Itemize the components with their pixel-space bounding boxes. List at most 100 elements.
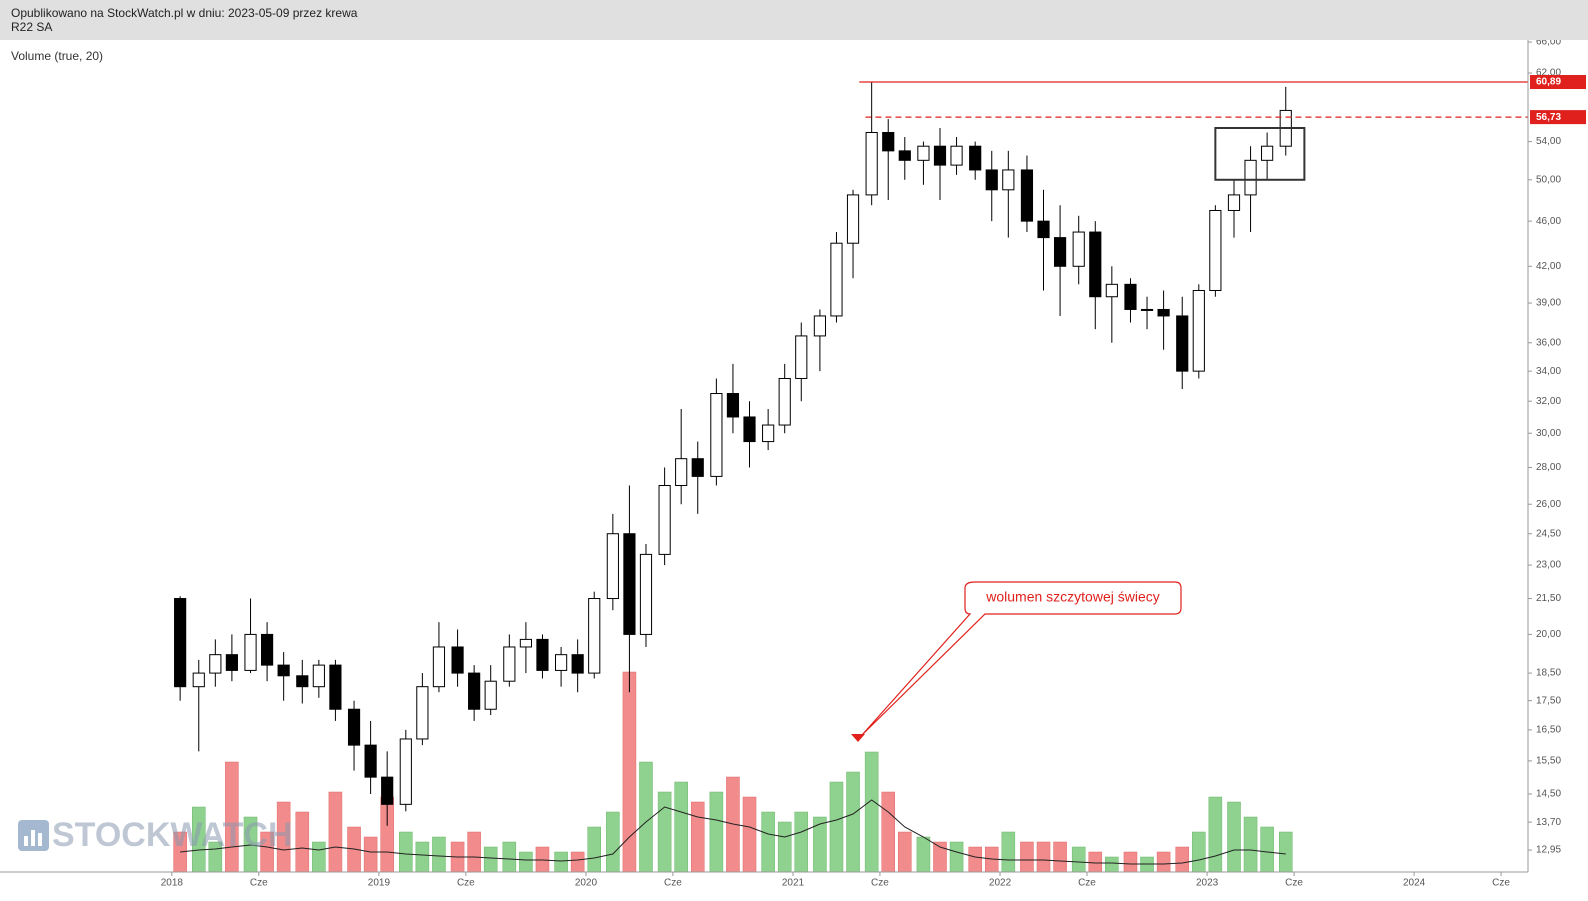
volume-bar: [328, 791, 343, 873]
volume-bar: [1208, 796, 1223, 873]
candle-body: [1192, 289, 1205, 372]
volume-ma-line: [180, 799, 1286, 865]
x-tick-label: Cze: [250, 878, 268, 889]
volume-bar: [606, 811, 620, 873]
candle-body: [1002, 169, 1015, 191]
volume-bar: [1105, 856, 1119, 873]
volume-bar: [295, 811, 310, 873]
watermark-icon-bar: [31, 830, 35, 846]
volume-bar: [312, 841, 326, 873]
candle-body: [1053, 237, 1067, 267]
y-tick-label: 14,50: [1536, 789, 1561, 800]
candle-body: [743, 416, 756, 443]
volume-bar: [399, 831, 413, 873]
volume-bar: [1001, 831, 1016, 873]
candle-body: [1089, 231, 1102, 298]
candle-body: [795, 335, 808, 379]
callout-pointer: [851, 734, 865, 742]
candle-body: [898, 150, 911, 161]
candle-body: [244, 633, 257, 671]
plot: [173, 81, 1528, 873]
level-label-bg: [1530, 110, 1586, 125]
published-line: Opublikowano na StockWatch.pl w dniu: 20…: [11, 6, 358, 20]
volume-bar: [363, 836, 378, 873]
candle-body: [1244, 159, 1257, 196]
y-tick-label: 50,00: [1536, 174, 1561, 185]
volume-bar: [813, 816, 827, 873]
chart: Volume (true, 20) STOCKWATCH wolumen szc…: [0, 40, 1586, 889]
candle-body: [1072, 231, 1085, 267]
candle-body: [451, 646, 464, 674]
x-tick-label: 2020: [575, 878, 598, 889]
callout-text: wolumen szczytowej świecy: [985, 589, 1160, 605]
candle-body: [1209, 209, 1222, 291]
y-tick-label: 42,00: [1536, 261, 1561, 272]
level-label: 56,73: [1536, 112, 1561, 123]
candle-body: [675, 458, 688, 487]
volume-bar: [502, 841, 517, 873]
volume-bar: [415, 841, 430, 873]
candle-body: [399, 738, 412, 805]
candle-body: [484, 680, 497, 710]
x-tick-label: Cze: [664, 878, 682, 889]
x-tick-label: 2019: [368, 878, 391, 889]
candle-body: [329, 664, 342, 710]
header: Opublikowano na StockWatch.pl w dniu: 20…: [0, 0, 1588, 40]
volume-bar: [483, 846, 498, 873]
candle-body: [588, 598, 601, 674]
x-tick-label: 2022: [989, 878, 1012, 889]
volume-bar: [761, 811, 775, 873]
level-label-bg: [1530, 75, 1586, 90]
volume-bar: [864, 751, 879, 873]
candle-body: [225, 654, 238, 671]
candle-body: [762, 424, 775, 443]
candle-body: [639, 553, 653, 635]
volume-bar: [1156, 851, 1171, 873]
volume-bar: [587, 826, 601, 873]
volume-bar: [709, 791, 724, 873]
candle-body: [260, 633, 274, 666]
volume-bar: [1088, 851, 1103, 873]
x-tick-label: Cze: [1285, 878, 1303, 889]
candle-body: [865, 131, 878, 196]
candle-body: [536, 638, 549, 671]
x-tick-label: Cze: [1492, 878, 1510, 889]
x-tick-label: 2021: [782, 878, 805, 889]
volume-bar: [570, 851, 585, 873]
watermark-icon-bar: [38, 833, 42, 846]
candle-body: [882, 131, 895, 152]
volume-bar: [794, 811, 809, 873]
volume-bar: [674, 781, 688, 873]
callout: wolumen szczytowej świecy: [851, 581, 1182, 742]
x-tick-label: Cze: [457, 878, 475, 889]
volume-bar: [1192, 831, 1206, 873]
candle-body: [969, 145, 982, 171]
volume-bar: [1053, 841, 1067, 873]
y-tick-label: 28,00: [1536, 462, 1561, 473]
volume-bar: [846, 771, 860, 873]
x-tick-label: 2024: [1403, 878, 1426, 889]
candle-body: [174, 598, 187, 688]
volume-bar: [1227, 801, 1241, 873]
candle-body: [623, 533, 636, 635]
volume-bar: [881, 791, 895, 873]
volume-bar: [916, 836, 931, 873]
candle-body: [364, 744, 377, 778]
candle-body: [985, 169, 998, 191]
y-tick-label: 13,70: [1536, 817, 1561, 828]
candle-body: [432, 646, 446, 688]
volume-bar: [742, 796, 757, 873]
volume-bar: [1071, 846, 1086, 873]
y-tick-label: 39,00: [1536, 298, 1561, 309]
volume-bar: [949, 841, 964, 873]
indicator-label: Volume (true, 20): [11, 49, 103, 63]
volume-bar: [432, 836, 446, 873]
candle-body: [209, 654, 222, 674]
y-tick-label: 30,00: [1536, 428, 1561, 439]
candle-body: [950, 145, 963, 166]
volume-bar: [777, 821, 792, 873]
y-tick-label: 15,50: [1536, 756, 1561, 767]
candle-body: [1157, 308, 1170, 317]
volume-bar: [657, 791, 672, 873]
